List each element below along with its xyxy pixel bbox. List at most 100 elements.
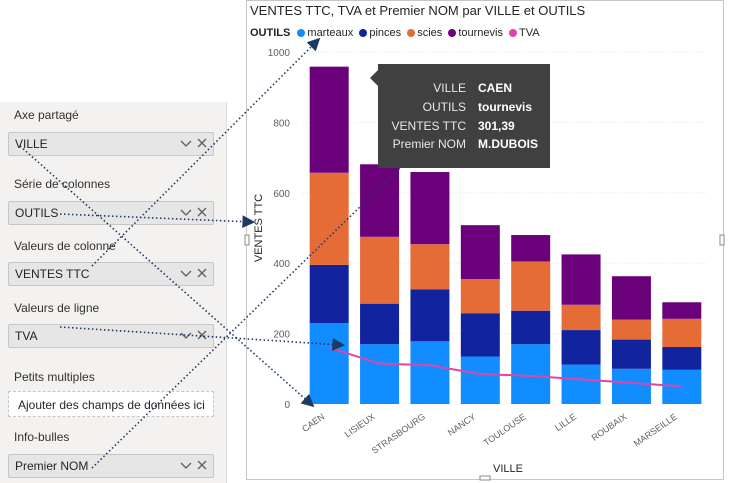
y-tick-label: 1000 — [268, 48, 291, 59]
legend-item-pinces[interactable]: pinces — [359, 27, 401, 39]
field-outils[interactable]: OUTILS — [8, 201, 214, 225]
x-axis-title: VILLE — [493, 463, 523, 475]
y-tick-label: 600 — [273, 189, 290, 200]
tooltip-row: VILLE CAEN — [378, 81, 550, 97]
x-tick-label: STRASBOURG — [370, 411, 427, 455]
close-icon[interactable] — [195, 328, 209, 342]
legend-dot — [448, 29, 457, 37]
legend-label: tournevis — [458, 27, 503, 39]
chevron-down-icon[interactable] — [179, 136, 193, 150]
legend-label: pinces — [369, 27, 402, 39]
bar-scies — [511, 261, 551, 311]
y-tick-label: 0 — [284, 400, 290, 411]
bar-marteaux — [561, 364, 601, 404]
chevron-down-icon[interactable] — [179, 205, 193, 219]
chevron-down-icon[interactable] — [179, 458, 193, 472]
tooltip-value: 301,39 — [478, 119, 515, 133]
annotation-arrow — [91, 37, 321, 267]
legend-label: scies — [417, 27, 443, 39]
close-icon[interactable] — [195, 205, 209, 219]
chart-title: VENTES TTC, TVA et Premier NOM par VILLE… — [250, 3, 586, 18]
bar-marteaux — [460, 356, 500, 404]
legend: OUTILS marteaux pinces scies tournevis T… — [250, 27, 543, 39]
tooltip-value: CAEN — [478, 81, 513, 95]
bar-scies — [360, 236, 400, 304]
resize-handle — [479, 475, 491, 481]
legend-label: marteaux — [307, 27, 354, 39]
legend-label: TVA — [519, 27, 540, 39]
bar-tournevis — [309, 66, 349, 173]
tooltip-row: OUTILS tournevis — [378, 100, 550, 116]
section-label-tooltips: Info-bulles — [14, 430, 70, 444]
chevron-down-icon[interactable] — [179, 266, 193, 280]
x-tick-label: TOULOUSE — [482, 411, 528, 448]
bar-tournevis — [662, 302, 702, 319]
x-tick-label: NANCY — [446, 411, 478, 437]
close-icon[interactable] — [195, 266, 209, 280]
tooltip-key: Premier NOM — [392, 137, 466, 151]
tooltip-pointer — [370, 70, 378, 86]
field-ville[interactable]: VILLE — [8, 132, 214, 156]
bar-pinces — [309, 264, 349, 324]
dropzone-placeholder: Ajouter des champs de données ici — [18, 398, 205, 412]
bar-marteaux — [410, 341, 450, 404]
close-icon[interactable] — [195, 136, 209, 150]
legend-dot — [407, 29, 416, 37]
tooltip-row: VENTES TTC 301,39 — [378, 119, 550, 135]
chevron-down-icon[interactable] — [179, 328, 193, 342]
bar-scies — [309, 172, 349, 265]
field-label: TVA — [15, 329, 38, 343]
bar-scies — [460, 279, 500, 314]
section-label-column-values: Valeurs de colonne — [14, 239, 116, 253]
field-tva[interactable]: TVA — [8, 324, 214, 348]
bar-marteaux — [309, 323, 349, 404]
legend-dot — [359, 29, 368, 37]
bar-marteaux — [611, 368, 651, 404]
bar-marteaux — [511, 344, 551, 404]
line-series-tva — [328, 346, 682, 388]
tooltip-value: M.DUBOIS — [478, 137, 538, 151]
bar-pinces — [511, 310, 551, 345]
legend-item-scies[interactable]: scies — [407, 27, 442, 39]
close-icon[interactable] — [195, 458, 209, 472]
section-label-small-multiples: Petits multiples — [14, 370, 95, 384]
resize-handle — [244, 234, 250, 246]
bar-marteaux — [662, 369, 702, 404]
bar-marteaux — [360, 344, 400, 404]
tooltip: VILLE CAEN OUTILS tournevis VENTES TTC 3… — [378, 64, 550, 168]
y-tick-label: 200 — [273, 330, 290, 341]
field-ventes-ttc[interactable]: VENTES TTC — [8, 262, 214, 286]
annotation-arrow — [59, 213, 256, 228]
field-label: VILLE — [15, 137, 48, 151]
bar-tournevis — [360, 164, 400, 237]
legend-item-tournevis[interactable]: tournevis — [448, 27, 503, 39]
section-label-line-values: Valeurs de ligne — [14, 301, 100, 315]
tooltip-row: Premier NOM M.DUBOIS — [378, 137, 550, 153]
tooltip-value: tournevis — [478, 100, 533, 114]
x-tick-label: LILLE — [553, 411, 578, 433]
legend-item-tva[interactable]: TVA — [509, 27, 540, 39]
bar-pinces — [460, 313, 500, 357]
resize-handle — [719, 234, 725, 246]
small-multiples-dropzone[interactable]: Ajouter des champs de données ici — [8, 391, 214, 417]
tooltip-key: VENTES TTC — [391, 119, 466, 133]
legend-item-marteaux[interactable]: marteaux — [297, 27, 353, 39]
bar-scies — [662, 318, 702, 347]
y-tick-label: 400 — [273, 259, 290, 270]
section-label-shared-axis: Axe partagé — [14, 108, 79, 122]
tooltip-key: VILLE — [433, 81, 466, 95]
bar-pinces — [611, 339, 651, 369]
bar-tournevis — [561, 254, 601, 305]
annotation-arrow — [59, 326, 346, 351]
field-label: VENTES TTC — [15, 267, 90, 281]
field-label: OUTILS — [15, 206, 59, 220]
y-tick-label: 800 — [273, 118, 290, 129]
legend-dot — [509, 29, 518, 37]
field-premier-nom[interactable]: Premier NOM — [8, 454, 214, 478]
y-axis-title: VENTES TTC — [253, 194, 265, 262]
field-label: Premier NOM — [15, 459, 89, 473]
bar-scies — [410, 244, 450, 290]
bar-tournevis — [410, 172, 450, 245]
legend-title: OUTILS — [250, 27, 291, 39]
